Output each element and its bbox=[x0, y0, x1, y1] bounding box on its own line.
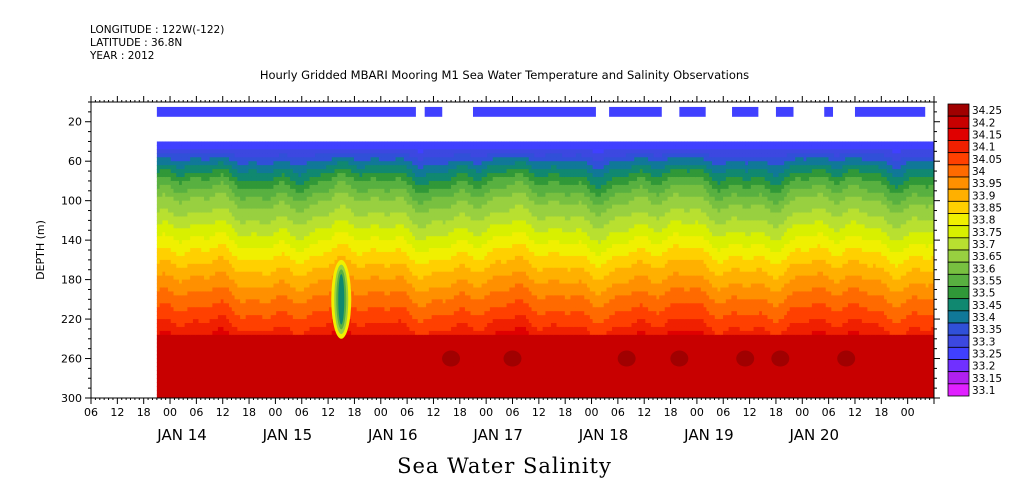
surface-band-segment bbox=[473, 107, 596, 117]
surface-band-segment bbox=[824, 107, 833, 117]
surface-band-segment bbox=[776, 107, 794, 117]
surface-band-segment bbox=[425, 107, 443, 117]
surface-band-segment bbox=[679, 107, 705, 117]
plot-area bbox=[157, 107, 935, 399]
surface-band-segment bbox=[157, 107, 416, 117]
surface-band-segment bbox=[732, 107, 758, 117]
surface-band-segment bbox=[609, 107, 662, 117]
salinity-field bbox=[157, 141, 935, 398]
surface-band-segment bbox=[855, 107, 925, 117]
